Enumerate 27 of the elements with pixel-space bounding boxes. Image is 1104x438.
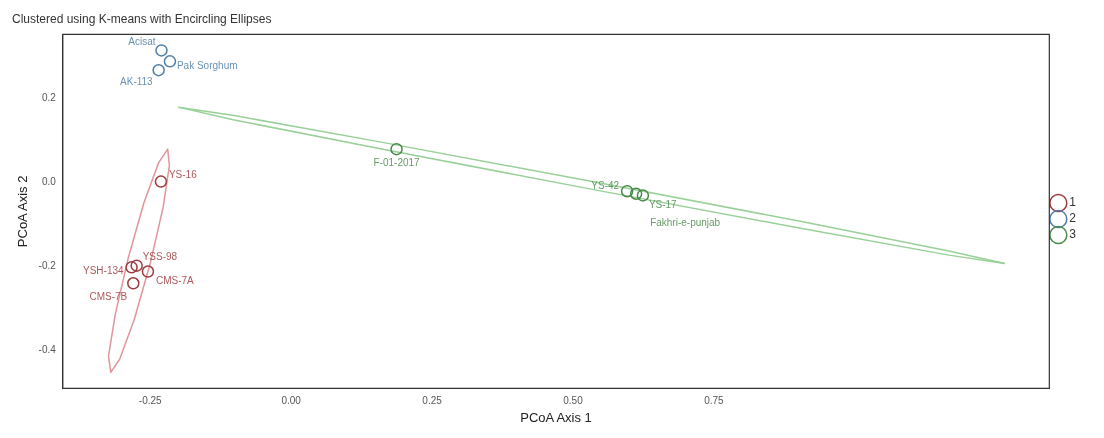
y-tick-label: 0.0 [41, 176, 57, 188]
x-tick-label: 0.00 [281, 395, 302, 407]
y-tick-label: -0.2 [38, 260, 57, 272]
x-tick-label: 0.50 [563, 395, 584, 407]
data-label: F-01-2017 [373, 156, 421, 168]
legend-label: 1 [1069, 195, 1077, 210]
y-axis-title: PCoA Axis 2 [15, 175, 31, 248]
x-tick-label: 0.75 [704, 395, 725, 407]
y-tick-label: -0.4 [38, 344, 57, 356]
legend-label: 3 [1069, 227, 1077, 242]
data-label: Fakhri-e-punjab [650, 217, 721, 229]
data-label: YS-17 [648, 199, 678, 211]
y-tick-label: 0.2 [41, 92, 57, 104]
data-label: YSS-98 [142, 251, 178, 263]
chart-title: Clustered using K-means with Encircling Ellipses [12, 11, 272, 26]
data-label: YS-16 [168, 169, 198, 181]
data-label: AK-113 [120, 75, 154, 87]
data-label: CMS-7A [155, 275, 195, 287]
data-label: Acisat [128, 36, 156, 48]
x-axis-title: PCoA Axis 1 [520, 409, 592, 425]
data-label: YSH-134 [83, 265, 125, 277]
data-label: CMS-7B [89, 291, 128, 303]
data-label: Pak Sorghum [176, 60, 238, 72]
x-tick-label: -0.25 [138, 395, 163, 407]
legend-label: 2 [1069, 211, 1077, 226]
x-tick-label: 0.25 [422, 395, 443, 407]
data-label: YS-42 [591, 179, 620, 191]
